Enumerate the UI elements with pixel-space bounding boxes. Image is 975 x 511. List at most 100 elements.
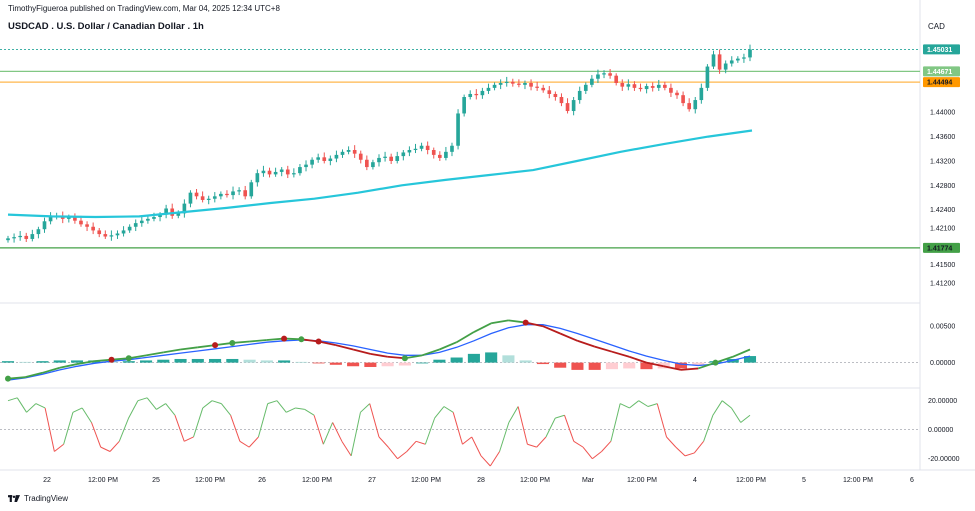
candle	[109, 235, 114, 237]
time-tick-label: 12:00 PM	[411, 477, 441, 484]
osc-line-segment	[434, 406, 445, 419]
osc-line-segment	[536, 436, 547, 448]
macd-histogram-bar	[743, 356, 757, 363]
osc-line-segment	[610, 403, 621, 442]
candle	[85, 224, 89, 227]
price-badge: 1.44671	[923, 66, 960, 77]
candle	[523, 83, 527, 85]
macd-signal-line	[7, 324, 751, 381]
macd-histogram-bar	[588, 362, 601, 370]
osc-line-segment	[480, 455, 491, 467]
osc-line-segment	[443, 406, 454, 413]
candle	[139, 220, 144, 224]
macd-cross-dot	[212, 342, 219, 349]
macd-line-segment	[732, 348, 751, 358]
osc-line-segment	[211, 400, 222, 405]
osc-line-segment	[619, 403, 630, 409]
macd-cross-dot	[401, 355, 408, 362]
macd-cross-dot	[315, 338, 322, 345]
osc-line-segment	[517, 406, 528, 445]
macd-line-segment	[180, 346, 198, 351]
candle	[328, 158, 333, 161]
osc-line-segment	[220, 403, 231, 416]
macd-line-segment	[542, 325, 561, 335]
candle	[200, 196, 205, 200]
osc-line-segment	[313, 415, 324, 445]
candle	[504, 81, 509, 83]
osc-line-segment	[156, 403, 166, 410]
candle	[742, 57, 746, 59]
candle	[261, 170, 266, 174]
candle	[456, 113, 460, 146]
time-tick-label: 12:00 PM	[520, 477, 550, 484]
candle	[541, 87, 546, 91]
osc-line-segment	[248, 436, 259, 448]
candle	[437, 154, 442, 158]
macd-histogram-bar	[381, 362, 394, 367]
candle	[736, 58, 740, 61]
candle	[273, 171, 278, 175]
candle	[255, 173, 260, 183]
osc-line-segment	[499, 422, 510, 452]
macd-line-segment	[611, 350, 630, 358]
macd-histogram-bar	[364, 362, 377, 367]
macd-line-segment	[249, 339, 267, 343]
macd-cross-dot	[712, 359, 719, 366]
candle	[12, 237, 16, 239]
candle	[48, 217, 53, 222]
candle	[285, 169, 290, 175]
osc-line-segment	[16, 397, 27, 413]
macd-histogram-bar	[122, 361, 135, 363]
candle	[699, 87, 704, 101]
macd-histogram-bar	[571, 362, 584, 370]
candle	[91, 226, 95, 231]
candle	[42, 221, 47, 230]
candle	[535, 86, 539, 88]
osc-line-segment	[629, 400, 640, 409]
osc-line-segment	[332, 422, 343, 442]
macd-histogram-bar	[140, 360, 153, 363]
osc-line-segment	[72, 407, 83, 413]
osc-line-segment	[100, 446, 111, 452]
macd-line-segment	[680, 367, 699, 371]
candle	[6, 238, 10, 241]
osc-line-segment	[415, 440, 426, 445]
osc-line-segment	[582, 446, 593, 460]
candle	[486, 87, 491, 91]
osc-line-segment	[63, 412, 74, 445]
candle	[638, 87, 643, 90]
candle	[182, 203, 187, 214]
macd-histogram-bar	[536, 362, 549, 365]
macd-histogram-bar	[605, 362, 618, 370]
price-badge: 1.45031	[923, 44, 960, 55]
candle	[590, 78, 594, 85]
osc-line-segment	[118, 417, 130, 442]
symbol-title: USDCAD . U.S. Dollar / Canadian Dollar .…	[8, 21, 204, 32]
candle	[510, 81, 515, 84]
candle	[219, 193, 223, 197]
macd-histogram-bar	[416, 362, 429, 364]
candle	[206, 198, 211, 200]
candle	[663, 84, 667, 88]
candle	[188, 192, 193, 204]
candle	[231, 191, 235, 196]
price-tick-label: 1.43600	[930, 134, 955, 141]
osc-line-segment	[666, 436, 677, 448]
osc-line-segment	[35, 403, 46, 409]
osc-line-segment	[146, 397, 157, 410]
osc-line-segment	[350, 412, 361, 456]
macd-line-segment	[76, 360, 95, 365]
macd-line-segment	[352, 348, 371, 355]
candle	[176, 213, 181, 216]
osc-line-segment	[239, 440, 250, 448]
macd-line-segment	[594, 345, 613, 353]
macd-histogram-bar	[53, 360, 66, 363]
osc-line-segment	[703, 415, 714, 442]
macd-cross-dot	[281, 335, 288, 342]
candle	[559, 97, 564, 104]
candle	[626, 84, 631, 87]
candle	[127, 226, 132, 231]
candle	[249, 182, 254, 197]
price-axis: 1.44000 1.43600 1.43200 1.42800 1.42400 1.421…	[923, 44, 960, 463]
